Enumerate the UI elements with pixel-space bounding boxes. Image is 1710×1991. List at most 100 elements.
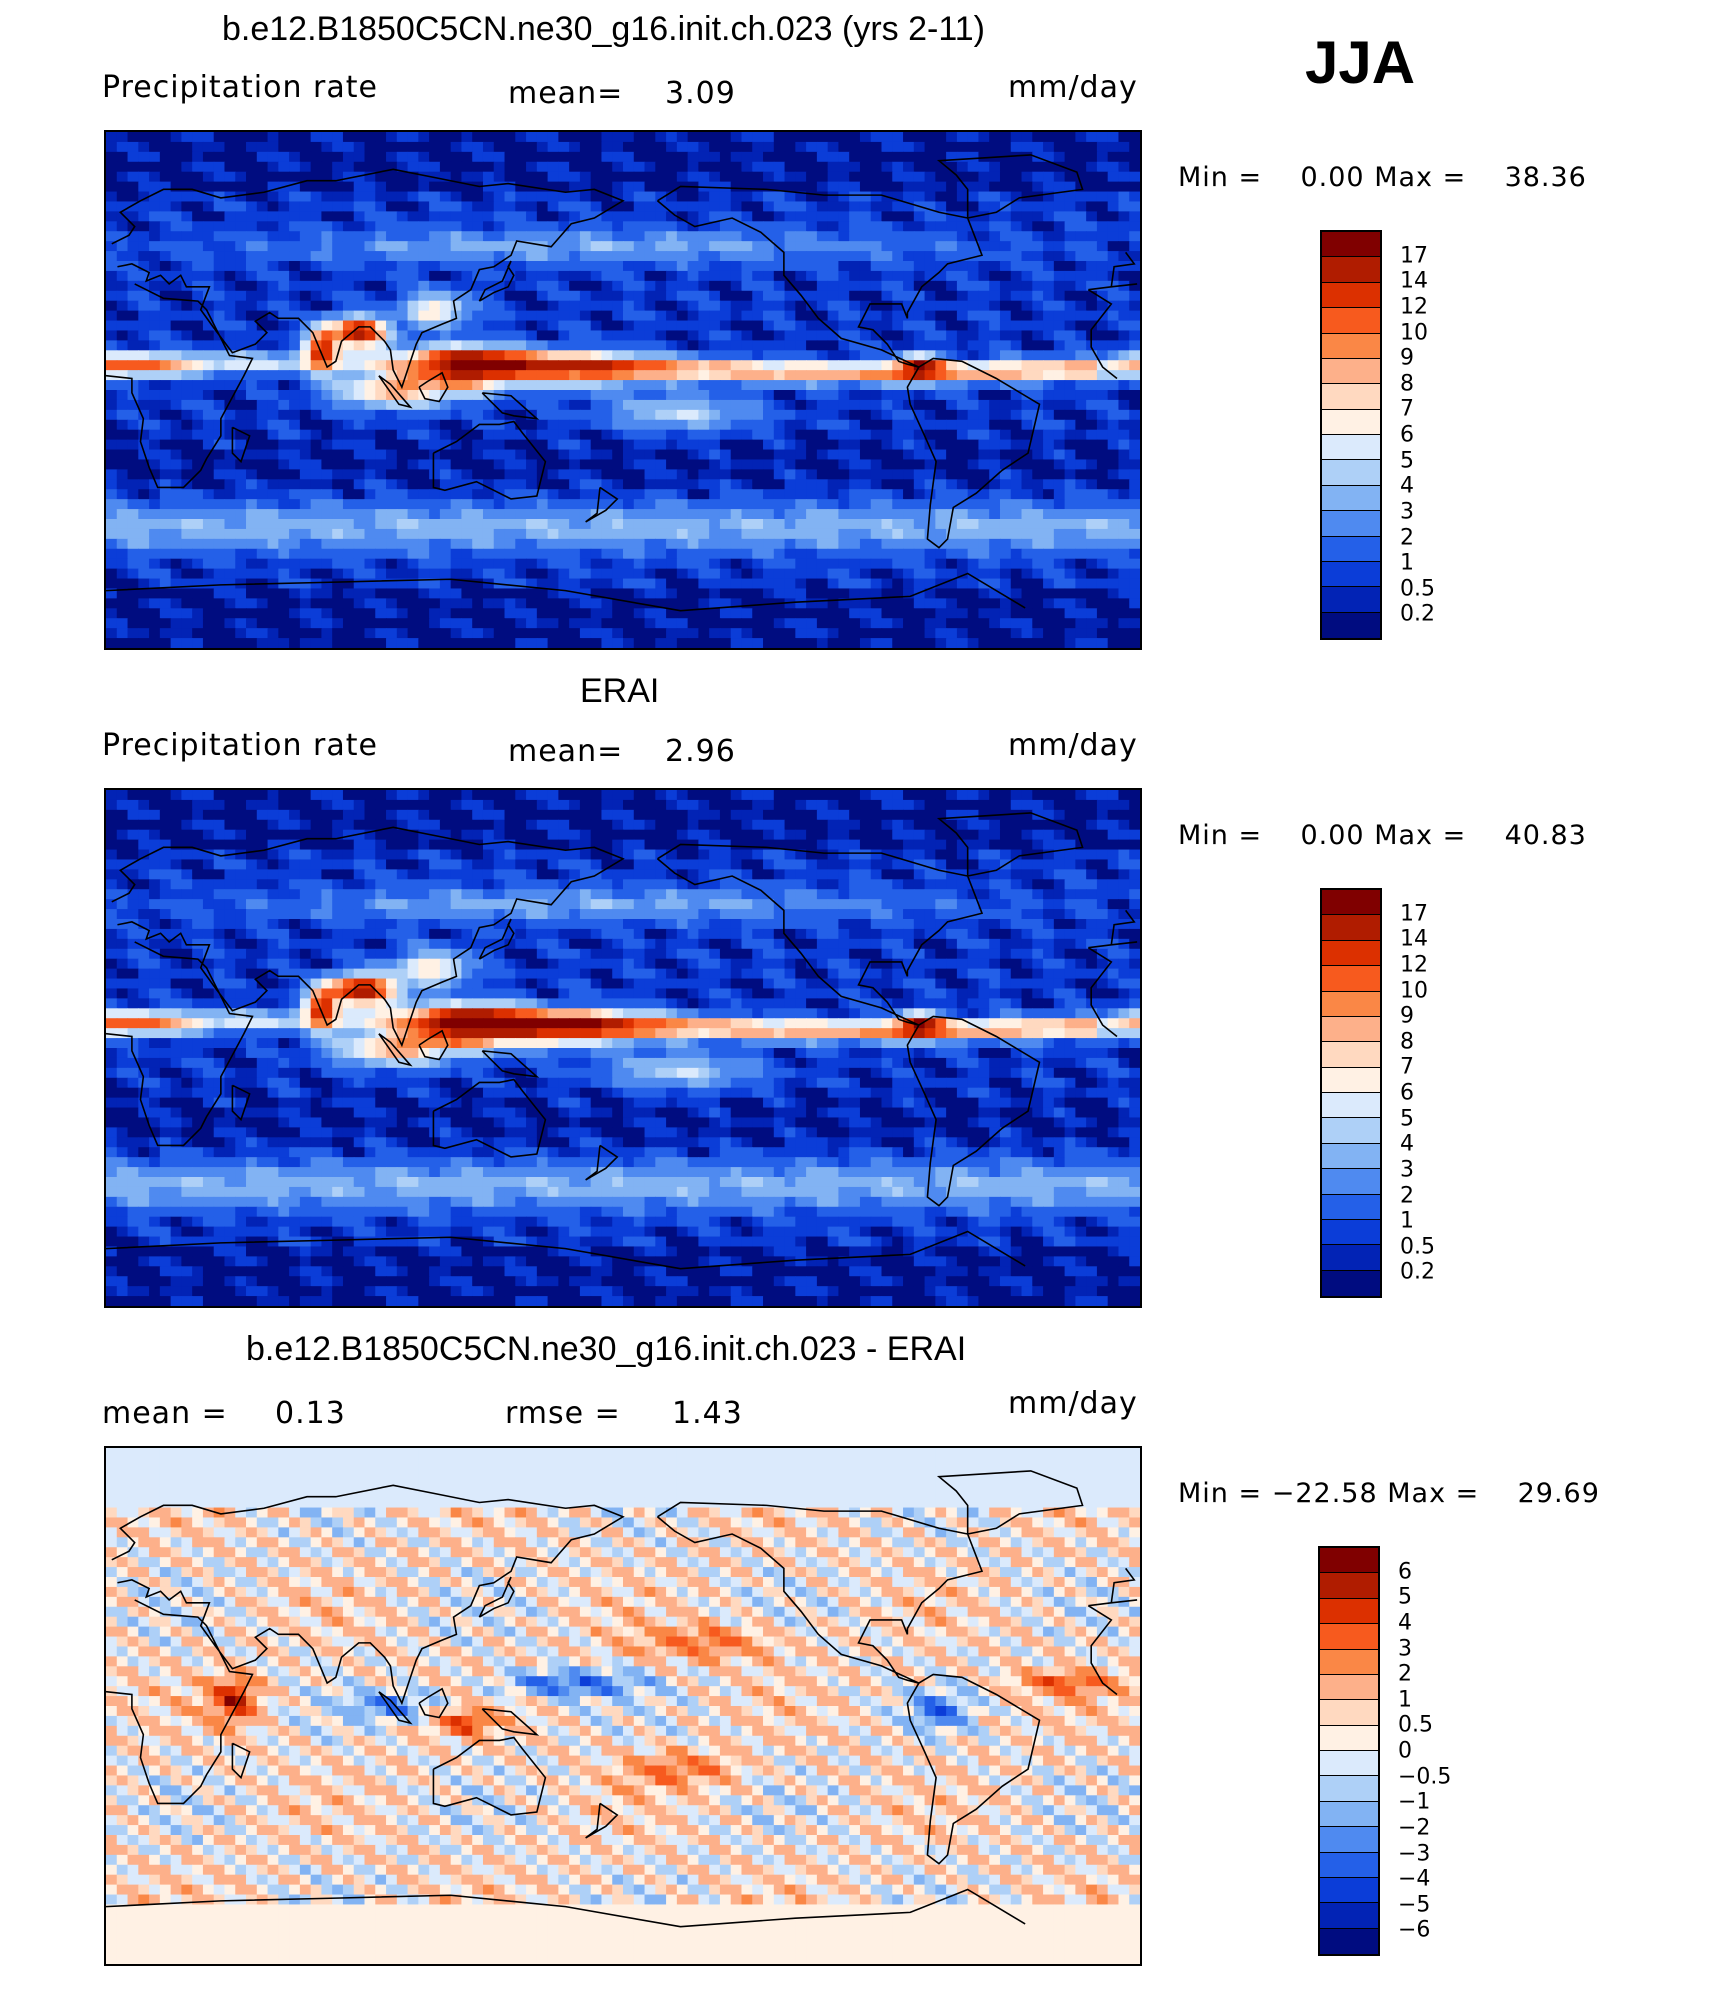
field-cell (375, 181, 387, 193)
field-cell (590, 360, 603, 371)
field-cell (612, 628, 624, 639)
field-cell (1118, 330, 1130, 341)
field-cell (881, 459, 893, 470)
field-cell (256, 211, 269, 222)
field-cell (849, 300, 861, 312)
field-cell (353, 459, 366, 470)
field-cell (461, 439, 473, 451)
field-cell (601, 499, 613, 510)
field-cell (956, 608, 969, 619)
field-cell (978, 519, 990, 530)
field-cell (946, 300, 958, 312)
field-cell (687, 459, 699, 470)
field-cell (482, 370, 495, 381)
field-cell (558, 310, 570, 322)
field-cell (547, 449, 559, 461)
field-cell (569, 548, 581, 560)
field-cell (278, 588, 290, 599)
field-cell (256, 399, 269, 411)
field-cell (795, 201, 807, 212)
field-cell (784, 261, 796, 272)
field-cell (881, 598, 893, 609)
field-cell (892, 320, 904, 332)
field-cell (956, 439, 969, 451)
field-cell (450, 429, 463, 441)
field-cell (159, 310, 172, 322)
field-cell (569, 290, 581, 302)
field-cell (386, 628, 398, 639)
field-cell (493, 161, 506, 173)
field-cell (1064, 231, 1076, 242)
field-cell (267, 449, 279, 461)
field-cell (633, 280, 646, 292)
field-cell (719, 489, 732, 500)
field-cell (838, 360, 850, 371)
field-cell (859, 548, 872, 560)
field-cell (364, 161, 376, 173)
field-cell (192, 310, 204, 322)
field-cell (838, 201, 850, 212)
field-cell (1064, 390, 1076, 401)
field-cell (267, 241, 279, 252)
field-cell (138, 231, 150, 242)
field-cell (439, 459, 452, 470)
field-cell (170, 141, 182, 153)
field-cell (138, 499, 150, 510)
field-cell (935, 588, 947, 599)
field-cell (579, 628, 592, 639)
field-cell (601, 419, 613, 431)
field-cell (763, 141, 775, 153)
field-cell (1075, 191, 1087, 203)
field-cell (666, 340, 678, 351)
field-cell (429, 638, 441, 648)
field-cell (795, 449, 807, 461)
field-cell (526, 608, 538, 619)
field-cell (224, 538, 236, 550)
field-cell (138, 251, 150, 262)
field-cell (547, 638, 559, 648)
field-cell (687, 161, 699, 173)
field-cell (289, 439, 301, 451)
field-cell (332, 151, 344, 163)
field-cell (773, 270, 786, 282)
field-cell (838, 548, 850, 560)
field-cell (321, 132, 333, 143)
field-cell (741, 519, 753, 530)
field-cell (967, 132, 980, 143)
field-cell (870, 300, 883, 312)
field-cell (1053, 251, 1066, 262)
field-cell (1096, 548, 1109, 560)
field-cell (730, 618, 743, 629)
field-cell (299, 519, 312, 530)
field-cell (192, 340, 204, 351)
field-cell (989, 290, 1001, 302)
field-cell (450, 469, 463, 480)
field-cell (806, 251, 818, 262)
field-cell (386, 439, 398, 451)
field-cell (946, 618, 958, 629)
field-cell (482, 598, 495, 609)
field-cell (870, 618, 883, 629)
field-cell (342, 181, 355, 193)
field-cell (364, 181, 376, 193)
field-cell (536, 201, 549, 212)
field-cell (849, 489, 861, 500)
field-cell (332, 409, 344, 421)
field-cell (515, 320, 527, 332)
field-cell (310, 350, 323, 361)
field-cell (181, 509, 193, 520)
field-cell (623, 509, 635, 520)
field-cell (159, 499, 172, 510)
field-cell (709, 340, 721, 351)
field-cell (202, 380, 215, 391)
field-cell (1075, 588, 1087, 599)
field-cell (364, 489, 376, 500)
field-cell (439, 310, 452, 322)
field-cell (935, 280, 947, 292)
field-cell (472, 211, 484, 222)
field-cell (773, 261, 786, 272)
field-cell (989, 270, 1001, 282)
field-cell (149, 280, 161, 292)
field-cell (687, 598, 699, 609)
field-cell (375, 350, 387, 361)
